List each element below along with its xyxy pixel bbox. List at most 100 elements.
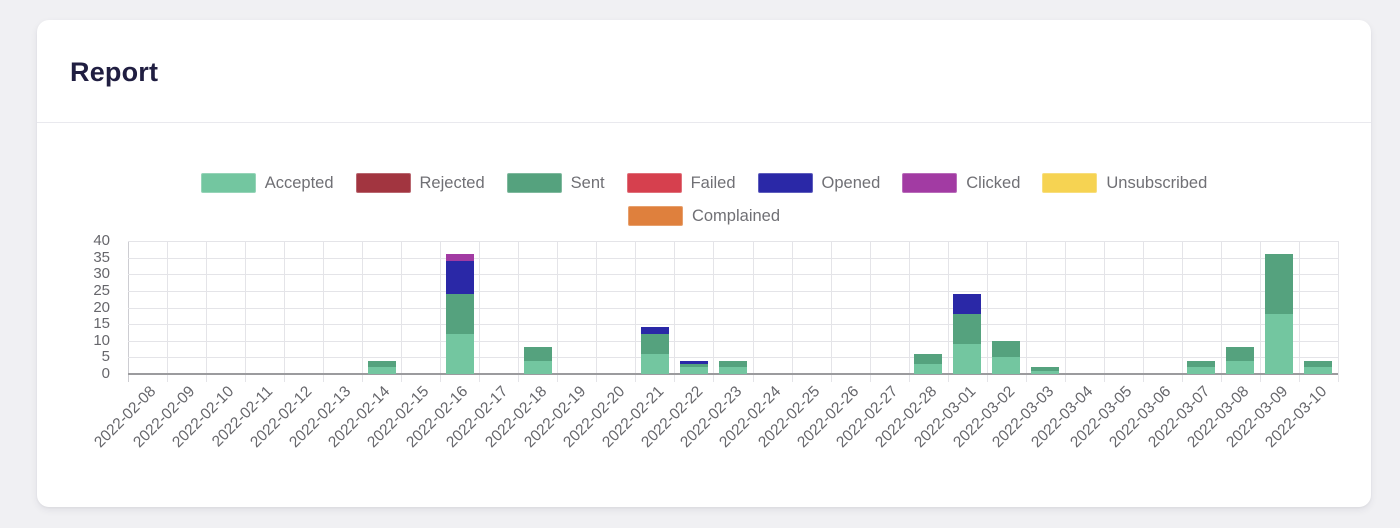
bar-2022-03-02-accepted xyxy=(992,357,1021,374)
v-gridline xyxy=(596,241,598,382)
legend-label: Unsubscribed xyxy=(1106,173,1208,192)
legend-swatch-complained xyxy=(627,206,683,226)
legend-item-rejected: Rejected xyxy=(355,173,485,193)
v-gridline xyxy=(1025,241,1027,382)
v-gridline xyxy=(245,241,247,382)
h-gridline xyxy=(128,307,1338,309)
bar-2022-03-01-opened xyxy=(953,294,982,315)
v-gridline xyxy=(713,241,715,382)
bar-2022-02-18-sent xyxy=(523,347,552,361)
legend-label: Complained xyxy=(691,206,781,225)
h-gridline xyxy=(128,357,1338,359)
v-gridline xyxy=(206,241,208,382)
v-gridline xyxy=(362,241,364,382)
h-gridline xyxy=(128,324,1338,326)
v-gridline xyxy=(908,241,910,382)
y-axis-tick-label: 40 xyxy=(93,232,110,249)
bar-2022-02-14-accepted xyxy=(367,367,396,374)
bar-2022-02-18-accepted xyxy=(523,360,552,374)
legend-label: Rejected xyxy=(419,173,485,192)
v-gridline xyxy=(791,241,793,382)
v-gridline xyxy=(674,241,676,382)
legend-item-sent: Sent xyxy=(506,173,605,193)
v-gridline xyxy=(1259,241,1261,382)
bar-2022-02-21-opened xyxy=(640,327,669,335)
bar-2022-03-09-sent xyxy=(1265,254,1294,315)
bar-2022-03-03-sent xyxy=(1031,367,1060,371)
bar-2022-03-02-sent xyxy=(992,340,1021,358)
v-gridline xyxy=(1064,241,1066,382)
legend-swatch-accepted xyxy=(200,173,256,193)
bar-2022-02-22-opened xyxy=(679,360,708,365)
header-divider xyxy=(37,122,1371,123)
v-gridline xyxy=(752,241,754,382)
y-axis-tick-label: 25 xyxy=(93,281,110,299)
y-axis-tick-label: 5 xyxy=(101,348,110,366)
v-gridline xyxy=(1338,241,1339,382)
v-gridline xyxy=(635,241,637,382)
bar-2022-03-07-accepted xyxy=(1187,367,1216,374)
v-gridline xyxy=(947,241,949,382)
bar-2022-02-22-sent xyxy=(679,364,708,368)
y-axis-tick-label: 20 xyxy=(93,298,110,316)
report-card: Report Accepted Rejected Sent Failed Opened C… xyxy=(37,20,1371,507)
y-axis-tick-label: 10 xyxy=(93,331,110,349)
bar-2022-03-10-sent xyxy=(1304,360,1333,368)
v-gridline xyxy=(1220,241,1222,382)
page-title: Report xyxy=(70,57,159,87)
v-gridline xyxy=(830,241,832,382)
bar-2022-03-08-sent xyxy=(1226,347,1255,361)
legend-row-1: Accepted Rejected Sent Failed Opened Clicked U… xyxy=(200,173,1207,193)
plot-area: 0 5 10 15 20 25 30 35 40 2022-02-08 2022-02-09 2022… xyxy=(91,232,1339,451)
legend-label: Opened xyxy=(821,173,881,192)
bar-2022-02-21-accepted xyxy=(640,354,669,374)
bar-2022-03-01-sent xyxy=(953,314,982,345)
bar-2022-02-22-accepted xyxy=(679,367,708,374)
bar-2022-03-03-accepted xyxy=(1031,370,1060,374)
v-gridline xyxy=(167,241,169,382)
v-gridline xyxy=(1298,241,1300,382)
v-gridline xyxy=(986,241,988,382)
legend-label: Failed xyxy=(690,173,736,192)
legend-item-opened: Opened xyxy=(757,173,881,193)
legend-swatch-clicked xyxy=(902,173,958,193)
v-gridline xyxy=(479,241,481,382)
h-gridline xyxy=(128,274,1338,276)
bar-2022-03-01-accepted xyxy=(953,344,982,374)
v-gridline xyxy=(284,241,286,382)
bar-2022-02-23-sent xyxy=(719,360,747,368)
legend-item-accepted: Accepted xyxy=(200,173,334,193)
v-gridline xyxy=(1103,241,1105,382)
v-gridline xyxy=(401,241,403,382)
legend-label: Accepted xyxy=(264,173,334,192)
legend-swatch-rejected xyxy=(355,173,411,193)
bar-2022-02-23-accepted xyxy=(719,367,747,374)
v-gridline xyxy=(869,241,871,382)
legend-swatch-unsubscribed xyxy=(1042,173,1098,193)
legend-row-2: Complained xyxy=(627,206,781,226)
y-axis-tick-label: 0 xyxy=(101,365,110,382)
y-axis-line xyxy=(128,241,129,382)
bar-2022-02-14-sent xyxy=(367,360,396,368)
legend-item-failed: Failed xyxy=(626,173,736,193)
legend-item-clicked: Clicked xyxy=(902,173,1020,193)
legend-swatch-failed xyxy=(626,173,682,193)
legend-label: Clicked xyxy=(966,173,1021,192)
y-axis-tick-label: 30 xyxy=(93,265,110,283)
bar-2022-03-08-accepted xyxy=(1226,360,1255,374)
bar-2022-03-10-accepted xyxy=(1304,367,1333,374)
legend-swatch-sent xyxy=(506,173,562,193)
legend-swatch-opened xyxy=(757,173,813,193)
h-gridline xyxy=(128,257,1338,259)
y-axis-tick-label: 15 xyxy=(93,315,110,333)
bar-2022-03-09-accepted xyxy=(1265,314,1294,374)
bar-2022-03-07-sent xyxy=(1187,360,1216,368)
bar-2022-02-28-accepted xyxy=(914,364,943,374)
v-gridline xyxy=(518,241,520,382)
h-gridline xyxy=(128,241,1338,242)
legend-label: Sent xyxy=(570,173,605,192)
legend-item-unsubscribed: Unsubscribed xyxy=(1042,173,1207,193)
v-gridline xyxy=(557,241,559,382)
bar-2022-02-16-clicked xyxy=(445,254,474,261)
h-gridline xyxy=(128,290,1338,292)
